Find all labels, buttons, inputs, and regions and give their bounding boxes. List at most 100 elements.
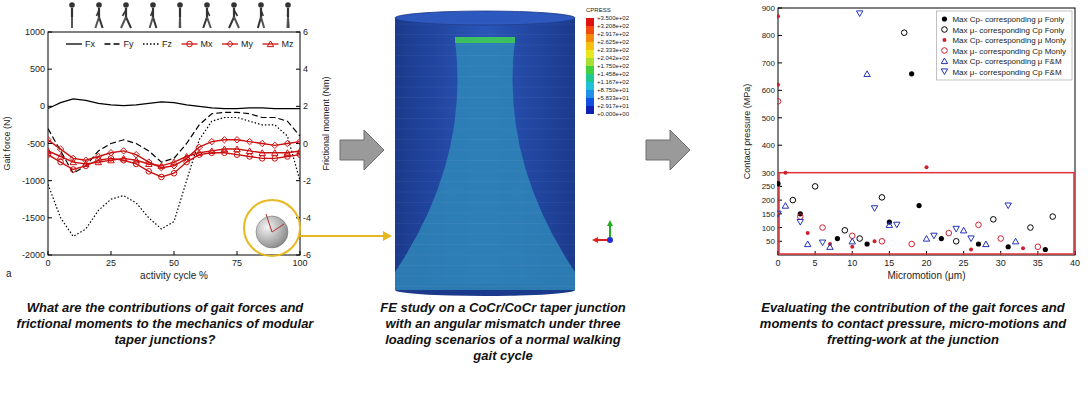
x-tick-label: 25 — [106, 258, 116, 268]
marker — [234, 137, 240, 143]
y-tick-label: 700 — [762, 59, 776, 68]
x-tick-label: 5 — [813, 258, 818, 268]
marker — [790, 197, 796, 203]
marker — [942, 48, 948, 54]
y-tick — [48, 217, 52, 218]
gait-data — [48, 99, 300, 237]
legend: FxFyFzMxMyMz — [66, 39, 294, 49]
panel-label: a — [6, 268, 12, 279]
mesh-line — [395, 192, 575, 193]
marker — [783, 171, 787, 175]
colorbar-label: +0.000e+00 — [597, 111, 630, 117]
x-tick — [174, 251, 175, 255]
colorbar-band — [586, 18, 594, 26]
colorbar-label: +2.625e+02 — [597, 39, 630, 45]
colorbar-band — [586, 50, 594, 58]
force-arrow — [272, 224, 284, 232]
legend-swatch — [104, 43, 120, 44]
marker — [1006, 244, 1011, 249]
marker — [187, 41, 193, 47]
mesh-line — [395, 223, 575, 224]
marker — [259, 150, 265, 156]
marker — [886, 222, 892, 228]
mesh-line — [395, 76, 575, 77]
y-tick — [48, 255, 52, 256]
figure-arm — [261, 10, 263, 16]
marker — [247, 154, 253, 160]
legend-label: Max μ- corresponding Cp Monly — [952, 47, 1066, 56]
marker — [83, 161, 89, 167]
figure-leg — [203, 17, 207, 28]
legend-label: Max Cp- corresponding μ Monly — [952, 36, 1066, 45]
x-tick — [111, 251, 112, 255]
y-tick-label: 0 — [40, 101, 45, 111]
series-line — [48, 149, 300, 166]
mesh-line — [395, 171, 575, 172]
figure-leg — [71, 17, 73, 28]
legend-swatch — [222, 43, 238, 44]
figure-leg — [286, 17, 289, 28]
y2-tick — [296, 255, 300, 256]
mesh-line — [395, 244, 575, 245]
contact-band — [455, 37, 515, 43]
marker — [879, 195, 885, 201]
marker — [976, 222, 982, 228]
marker — [171, 159, 177, 165]
figure-leg — [121, 17, 126, 28]
marker — [865, 241, 870, 246]
marker — [931, 233, 937, 239]
figure-body — [71, 8, 73, 17]
colorbar-band — [586, 106, 594, 114]
figure-head — [177, 2, 183, 8]
legend-swatch — [181, 43, 197, 44]
marker — [1035, 244, 1041, 250]
link-line — [300, 235, 386, 237]
marker — [849, 238, 855, 244]
mesh-line — [395, 255, 575, 256]
figure-arm — [287, 10, 289, 16]
caption: FE study on a CoCr/CoCr taper junction w… — [378, 300, 628, 364]
marker — [968, 236, 974, 242]
y-tick — [778, 117, 782, 118]
mesh-line — [395, 55, 575, 56]
y2-tick-label: -4 — [303, 213, 311, 223]
flow-arrow — [646, 130, 690, 170]
marker — [1005, 203, 1011, 209]
colorbar-band — [586, 34, 594, 42]
y-tick — [48, 69, 52, 70]
figure-head — [96, 2, 102, 8]
highlight-box — [779, 173, 1074, 254]
marker — [820, 225, 826, 231]
mesh-line — [395, 213, 575, 214]
marker — [777, 181, 781, 186]
colorbar-band — [586, 66, 594, 74]
mesh-line — [395, 97, 575, 98]
colorbar-label: +3.208e+02 — [597, 23, 630, 29]
series-line — [48, 153, 300, 177]
marker — [48, 137, 51, 143]
colorbar-label: +2.042e+02 — [597, 55, 630, 61]
y-tick-label: 50 — [766, 237, 775, 246]
legend-label: Mz — [281, 39, 293, 49]
y-axis-title: Gait force (N) — [2, 116, 12, 170]
marker — [171, 170, 177, 176]
figure-head — [150, 2, 156, 8]
mesh-line — [395, 108, 575, 109]
scatter-data — [777, 11, 1074, 254]
marker — [297, 148, 300, 154]
cylinder-top — [395, 11, 575, 25]
figure-leg — [261, 17, 264, 28]
marker — [916, 203, 921, 208]
marker — [108, 150, 114, 156]
mesh-line — [395, 160, 575, 161]
marker — [827, 244, 833, 250]
figure-leg — [234, 17, 239, 28]
marker — [998, 236, 1004, 242]
legend-label: Fy — [123, 39, 133, 49]
mesh-line — [395, 45, 575, 46]
marker — [879, 238, 885, 244]
legend-label: Mx — [200, 39, 212, 49]
caption: What are the contributions of gait force… — [12, 300, 318, 348]
y-tick-label: 600 — [762, 86, 776, 95]
figure-arm — [71, 10, 73, 16]
